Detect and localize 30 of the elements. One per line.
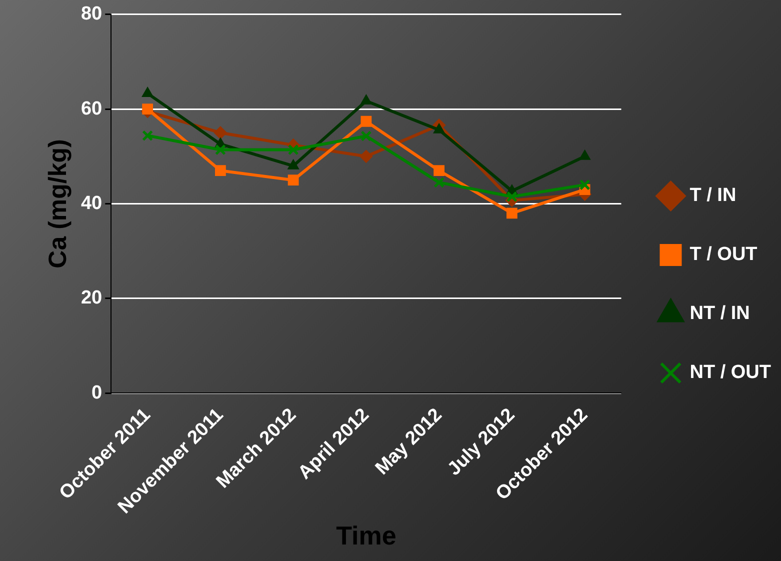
point <box>579 179 590 190</box>
point <box>360 116 372 127</box>
point <box>434 165 445 176</box>
y-tick-label: 0 <box>92 382 102 404</box>
legend-label: NT / IN <box>690 303 750 324</box>
legend-label: T / OUT <box>690 244 758 266</box>
point <box>579 150 590 160</box>
point <box>360 130 372 142</box>
point <box>142 86 154 97</box>
y-tick-label: 40 <box>80 192 102 214</box>
legend-label: NT / OUT <box>690 362 772 384</box>
point <box>434 176 445 188</box>
point <box>506 208 518 219</box>
y-tick-label: 20 <box>80 288 102 309</box>
point <box>288 174 299 186</box>
point <box>288 159 300 170</box>
point <box>506 191 518 202</box>
y-tick-label: 80 <box>80 4 102 25</box>
point <box>142 104 154 115</box>
point <box>360 150 373 163</box>
y-axis-title: Ca (mg/kg) <box>44 139 72 268</box>
point <box>360 94 372 105</box>
point <box>288 144 299 156</box>
point <box>214 126 227 140</box>
y-tick-label: 60 <box>80 98 102 120</box>
point <box>142 130 154 142</box>
legend-label: T / IN <box>690 185 736 206</box>
point <box>433 123 445 134</box>
point <box>214 165 226 176</box>
point <box>214 144 226 156</box>
